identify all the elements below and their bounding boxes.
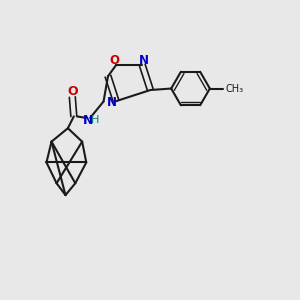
Text: O: O [110,54,120,67]
Text: N: N [82,114,93,127]
Text: N: N [106,96,117,109]
Text: N: N [139,54,149,67]
Text: CH₃: CH₃ [226,83,244,94]
Text: O: O [68,85,78,98]
Text: H: H [91,115,100,125]
